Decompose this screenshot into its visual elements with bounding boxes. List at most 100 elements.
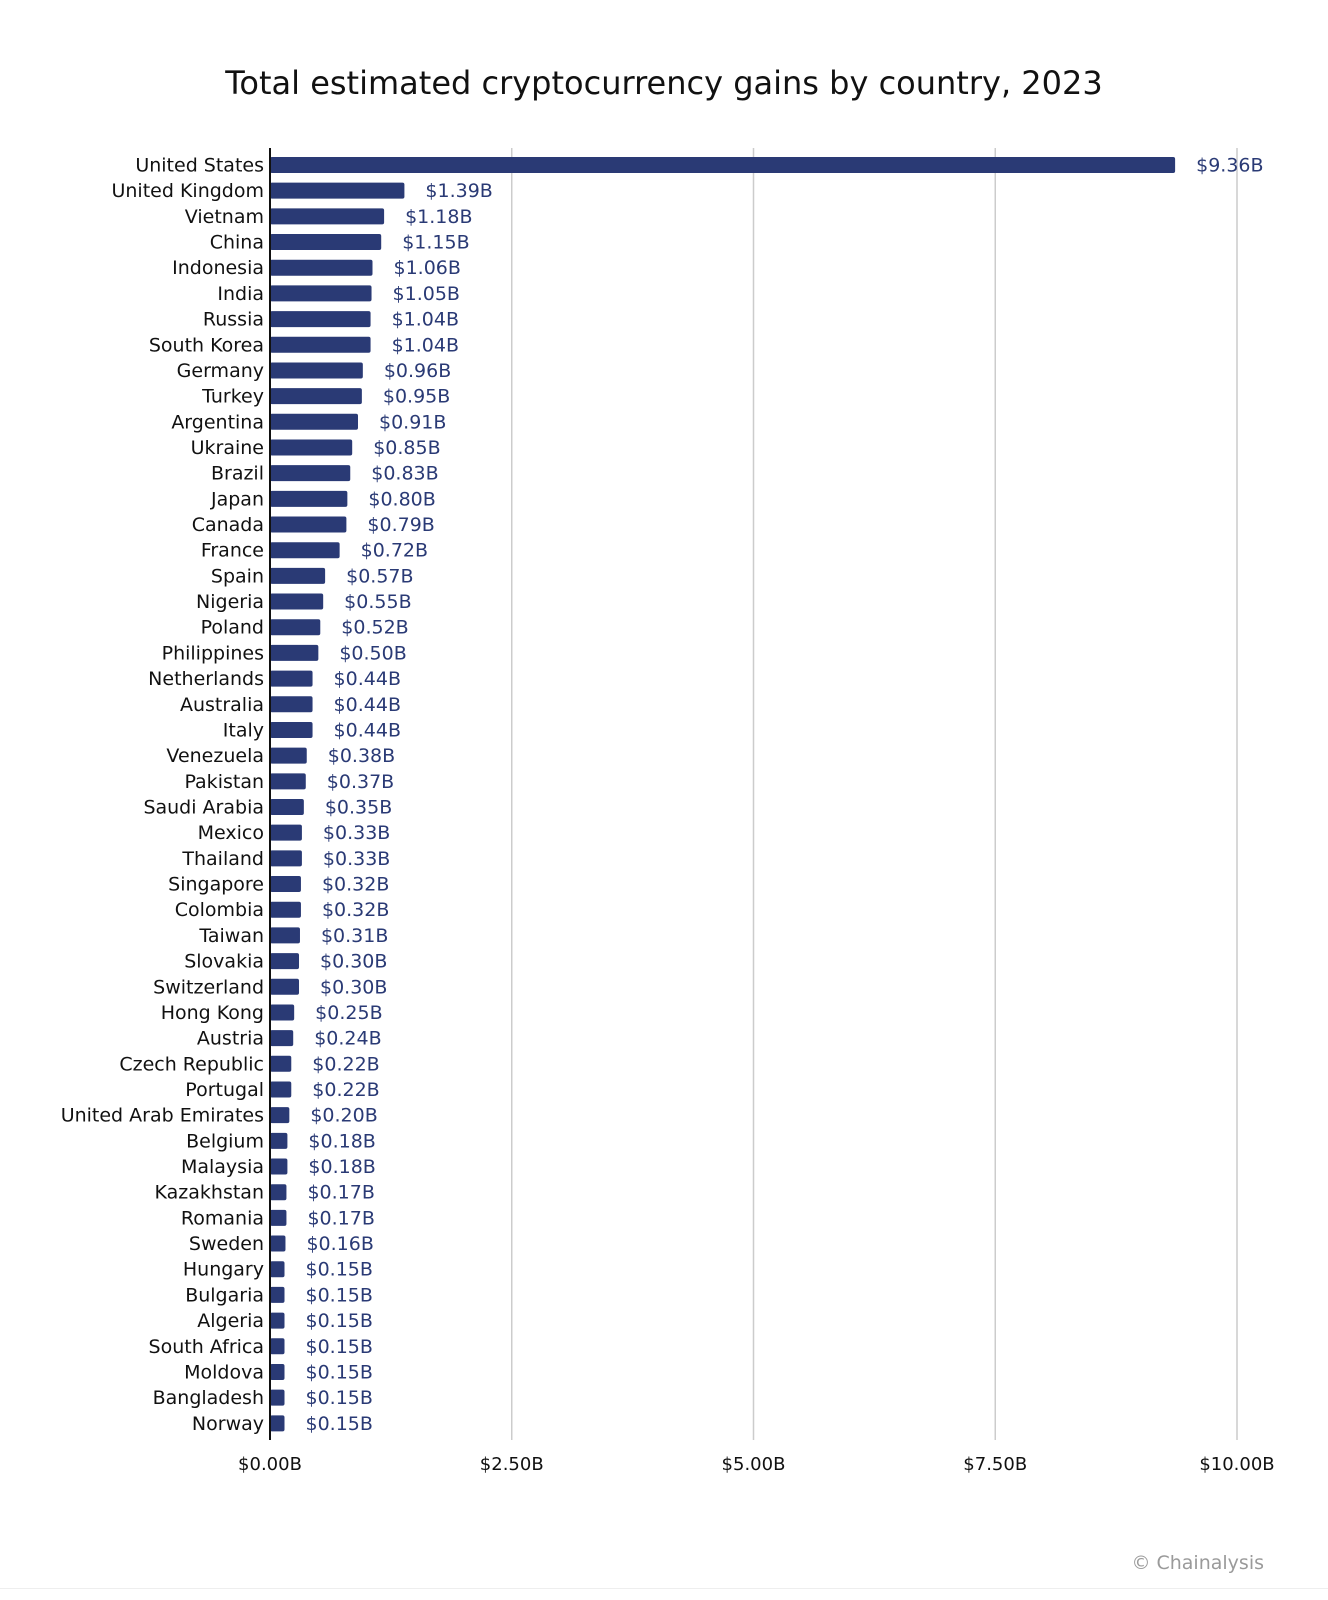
category-label: Russia <box>203 309 264 331</box>
bar <box>270 927 300 944</box>
data-label: $0.91B <box>379 411 446 433</box>
bar <box>270 1209 287 1226</box>
bar <box>270 876 301 893</box>
bar <box>270 157 1176 173</box>
category-label: Philippines <box>162 642 264 664</box>
x-tick-label: $5.00B <box>722 1454 786 1475</box>
bar <box>270 953 300 970</box>
category-label: Pakistan <box>184 771 264 793</box>
source-credit: © Chainalysis <box>1131 1552 1264 1574</box>
category-label: Saudi Arabia <box>143 797 264 819</box>
category-label: Thailand <box>181 848 264 870</box>
bar <box>270 1363 285 1380</box>
bar <box>270 490 348 507</box>
bar <box>270 542 340 559</box>
data-label: $0.15B <box>306 1336 373 1358</box>
data-label: $0.18B <box>308 1156 375 1178</box>
bar <box>270 1081 292 1098</box>
data-label: $0.15B <box>306 1259 373 1281</box>
category-label: Czech Republic <box>119 1053 264 1075</box>
bar <box>270 824 302 841</box>
x-tick-label: $7.50B <box>963 1454 1027 1475</box>
bar <box>270 1338 285 1355</box>
category-labels: United States United Kingdom Vietnam China I… <box>61 155 264 1435</box>
data-label: $0.57B <box>346 565 413 587</box>
category-label: Romania <box>181 1207 264 1229</box>
data-label: $9.36B <box>1196 155 1263 177</box>
data-label: $1.39B <box>425 180 492 202</box>
category-label: Nigeria <box>196 591 264 613</box>
bars <box>270 157 1176 1432</box>
bar <box>270 259 373 276</box>
data-label: $0.33B <box>323 822 390 844</box>
bar <box>270 799 304 815</box>
axes: $0.00B $2.50B $5.00B $7.50B $10.00B <box>238 148 1275 1475</box>
data-label: $0.31B <box>321 925 388 947</box>
category-label: Slovakia <box>184 951 264 973</box>
bar <box>270 465 351 482</box>
data-label: $0.50B <box>339 642 406 664</box>
bar <box>270 567 326 584</box>
data-label: $0.35B <box>325 797 392 819</box>
category-label: Colombia <box>175 899 264 921</box>
category-label: Norway <box>192 1413 264 1435</box>
data-label: $0.85B <box>373 437 440 459</box>
category-label: Malaysia <box>181 1156 264 1178</box>
bar <box>270 1107 290 1124</box>
category-label: India <box>217 283 264 305</box>
bar <box>270 1132 288 1149</box>
category-label: Austria <box>197 1028 264 1050</box>
bar <box>270 1184 287 1201</box>
bar <box>270 413 358 430</box>
bar <box>270 1261 285 1278</box>
category-label: United Kingdom <box>111 180 264 202</box>
data-label: $0.37B <box>327 771 394 793</box>
chart-title: Total estimated cryptocurrency gains by … <box>225 64 1103 102</box>
category-label: United Arab Emirates <box>61 1105 264 1127</box>
data-label: $0.15B <box>306 1310 373 1332</box>
bar <box>270 1235 286 1252</box>
bar <box>270 234 382 251</box>
bottom-divider <box>0 1588 1328 1589</box>
bar <box>270 901 301 918</box>
data-label: $0.15B <box>306 1413 373 1435</box>
bar <box>270 208 385 225</box>
bar <box>270 619 321 636</box>
category-label: Portugal <box>185 1079 264 1101</box>
data-label: $0.55B <box>344 591 411 613</box>
bar <box>270 696 313 713</box>
data-label: $1.04B <box>392 334 459 356</box>
category-label: Taiwan <box>198 925 264 947</box>
data-label: $0.17B <box>307 1207 374 1229</box>
data-label: $0.24B <box>314 1028 381 1050</box>
category-label: Switzerland <box>153 976 264 998</box>
data-label: $0.20B <box>310 1105 377 1127</box>
category-label: Venezuela <box>166 745 264 767</box>
category-label: France <box>201 540 264 562</box>
data-label: $0.72B <box>361 540 428 562</box>
bar <box>270 1389 285 1406</box>
category-label: Mexico <box>198 822 264 844</box>
data-labels: $9.36B $1.39B $1.18B $1.15B $1.06B $1.05B $1.0… <box>306 155 1264 1435</box>
category-label: Hong Kong <box>161 1002 264 1024</box>
category-label: Bangladesh <box>153 1387 264 1409</box>
bar <box>270 1004 295 1021</box>
bar <box>270 311 371 328</box>
category-label: Brazil <box>211 463 264 485</box>
data-label: $0.44B <box>334 719 401 741</box>
category-label: South Korea <box>149 334 264 356</box>
category-label: Spain <box>211 565 264 587</box>
data-label: $0.30B <box>320 951 387 973</box>
bar <box>270 388 362 405</box>
category-label: China <box>210 232 264 254</box>
bar <box>270 362 363 379</box>
category-label: Algeria <box>197 1310 264 1332</box>
bar <box>270 285 372 302</box>
category-label: Netherlands <box>148 668 264 690</box>
category-label: Indonesia <box>172 257 264 279</box>
data-label: $0.80B <box>368 488 435 510</box>
data-label: $0.17B <box>307 1182 374 1204</box>
data-label: $0.83B <box>371 463 438 485</box>
